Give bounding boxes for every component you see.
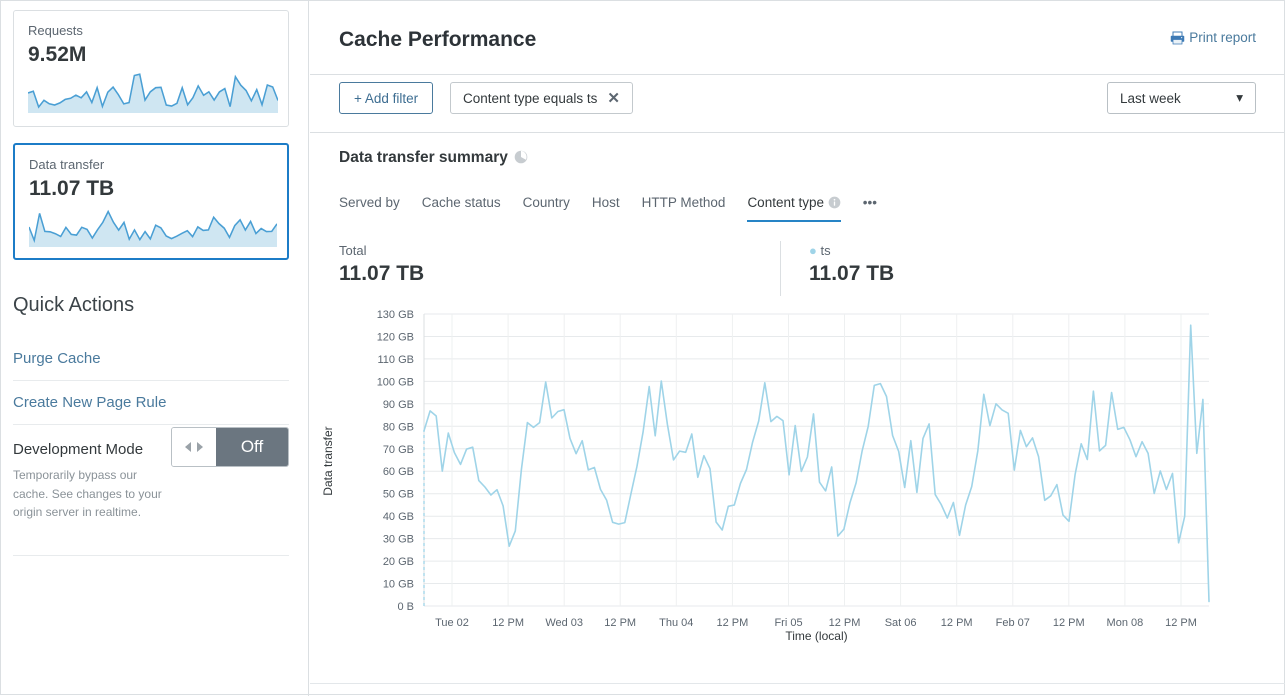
svg-text:70 GB: 70 GB [383, 444, 414, 456]
svg-text:Fri 05: Fri 05 [774, 617, 802, 629]
svg-text:Data transfer: Data transfer [321, 426, 335, 495]
svg-text:12 PM: 12 PM [1053, 617, 1085, 629]
svg-text:Sat 06: Sat 06 [885, 617, 917, 629]
svg-text:12 PM: 12 PM [829, 617, 861, 629]
svg-text:80 GB: 80 GB [383, 421, 414, 433]
svg-text:10 GB: 10 GB [383, 579, 414, 591]
svg-text:Mon 08: Mon 08 [1107, 617, 1144, 629]
svg-text:12 PM: 12 PM [941, 617, 973, 629]
svg-text:120 GB: 120 GB [377, 332, 414, 344]
svg-text:20 GB: 20 GB [383, 556, 414, 568]
svg-text:50 GB: 50 GB [383, 489, 414, 501]
svg-text:60 GB: 60 GB [383, 466, 414, 478]
svg-text:Wed 03: Wed 03 [545, 617, 583, 629]
svg-text:30 GB: 30 GB [383, 534, 414, 546]
svg-text:12 PM: 12 PM [604, 617, 636, 629]
svg-text:Time (local): Time (local) [785, 629, 847, 643]
svg-text:12 PM: 12 PM [717, 617, 749, 629]
svg-text:40 GB: 40 GB [383, 511, 414, 523]
svg-text:12 PM: 12 PM [1165, 617, 1197, 629]
svg-text:0 B: 0 B [397, 601, 414, 613]
svg-text:Thu 04: Thu 04 [659, 617, 693, 629]
svg-text:Feb 07: Feb 07 [996, 617, 1030, 629]
svg-text:12 PM: 12 PM [492, 617, 524, 629]
svg-text:90 GB: 90 GB [383, 399, 414, 411]
svg-text:110 GB: 110 GB [378, 354, 415, 366]
svg-text:100 GB: 100 GB [377, 376, 414, 388]
svg-text:130 GB: 130 GB [377, 309, 414, 321]
svg-text:Tue 02: Tue 02 [435, 617, 469, 629]
